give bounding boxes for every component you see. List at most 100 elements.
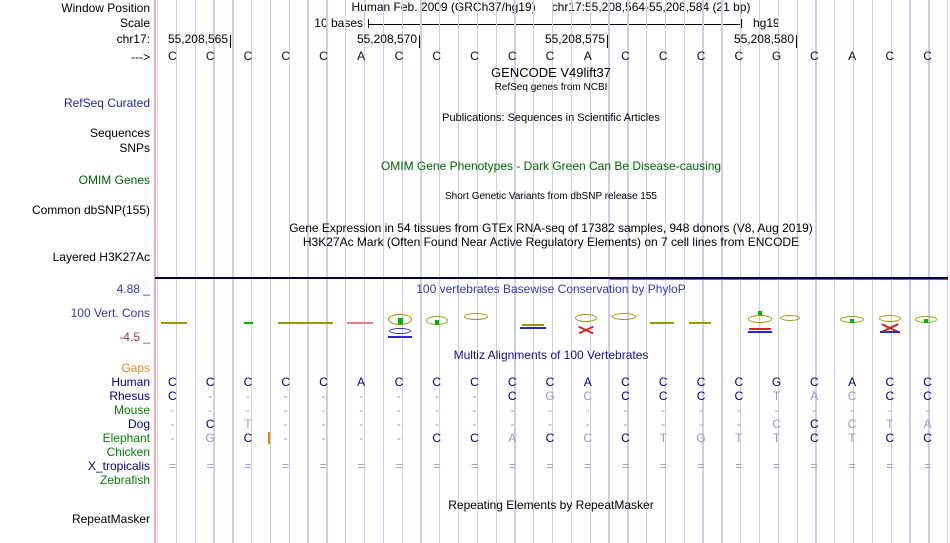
alignment-base: -: [623, 417, 628, 431]
track-title-omim-gene-phenotypes[interactable]: OMIM Gene Phenotypes - Dark Green Can Be…: [380, 159, 722, 173]
alignment-base: T: [848, 431, 856, 445]
phylop-glyph: [924, 319, 928, 323]
sequence-base: C: [470, 49, 479, 63]
sequence-base: C: [885, 49, 895, 63]
column-guideline: [251, 0, 253, 543]
alignment-base: C: [583, 431, 593, 445]
track-title-publications-sequences-in[interactable]: Publications: Sequences in Scientific Ar…: [442, 112, 660, 124]
track-label-layered-h3k27ac[interactable]: Layered H3K27Ac: [52, 250, 150, 264]
alignment-base: T: [886, 417, 894, 431]
species-label-gaps[interactable]: Gaps: [121, 361, 150, 375]
track-label-refseq-curated[interactable]: RefSeq Curated: [63, 96, 150, 110]
alignment-base: C: [583, 389, 593, 403]
alignment-base: -: [321, 403, 326, 417]
track-label-chr17-: chr17:: [116, 32, 150, 46]
alignment-base: C: [923, 431, 932, 445]
species-label-mouse[interactable]: Mouse: [113, 403, 150, 417]
column-guideline: [363, 0, 366, 543]
alignment-base: -: [359, 389, 364, 403]
alignment-base: -: [699, 403, 704, 417]
insertion-marker: [268, 432, 270, 444]
coordinate-label: 55,208,565: [167, 32, 228, 46]
track-title-h3k27ac-mark-often[interactable]: H3K27Ac Mark (Often Found Near Active Re…: [302, 235, 800, 249]
species-label-rhesus[interactable]: Rhesus: [109, 389, 150, 403]
species-label-chicken[interactable]: Chicken: [106, 445, 150, 459]
alignment-base: C: [772, 417, 781, 431]
alignment-base: C: [658, 375, 668, 389]
alignment-base: -: [472, 403, 477, 417]
sequence-base: C: [809, 49, 819, 63]
column-guideline: [909, 0, 911, 543]
coordinate-tick: [230, 35, 232, 48]
alignment-base: -: [850, 403, 855, 417]
alignment-base: G: [771, 375, 782, 389]
phylop-glyph: [689, 322, 711, 324]
track-title-repeating-elements-by[interactable]: Repeating Elements by RepeatMasker: [448, 498, 654, 512]
column-guideline: [928, 0, 930, 543]
column-guideline: [890, 0, 892, 543]
phylop-glyph: [520, 327, 546, 329]
alignment-base: -: [472, 417, 477, 431]
sequence-base: C: [168, 49, 177, 63]
alignment-base: =: [697, 459, 705, 473]
column-guideline: [947, 0, 949, 543]
alignment-base: -: [736, 417, 741, 431]
scale-ruler-right-cap: [741, 19, 743, 28]
sequence-base: C: [394, 49, 404, 63]
column-guideline: [307, 0, 309, 543]
species-label-dog[interactable]: Dog: [127, 417, 150, 431]
phylop-glyph: [388, 313, 412, 325]
track-title-multiz-alignments-of[interactable]: Multiz Alignments of 100 Vertebrates: [453, 348, 649, 362]
alignment-base: G: [545, 389, 555, 403]
alignment-base: =: [924, 459, 932, 473]
track-title-short-genetic-variants[interactable]: Short Genetic Variants from dbSNP releas…: [445, 191, 657, 202]
alignment-base: =: [848, 459, 856, 473]
alignment-base: -: [359, 403, 364, 417]
alignment-base: =: [546, 459, 554, 473]
coordinate-label: 55,208,580: [733, 32, 794, 46]
alignment-base: -: [359, 431, 364, 445]
alignment-base: C: [507, 389, 517, 403]
column-guideline: [552, 0, 554, 543]
alignment-base: C: [545, 431, 555, 445]
column-guideline: [589, 0, 591, 543]
track-title-100-vertebrates-basewise[interactable]: 100 vertebrates Basewise Conservation by…: [416, 282, 686, 296]
column-guideline: [457, 0, 460, 543]
species-label-x_tropicalis[interactable]: X_tropicalis: [87, 459, 150, 473]
track-label-100-vert-cons[interactable]: 100 Vert. Cons: [70, 306, 150, 320]
coordinate-tick: [796, 35, 798, 48]
alignment-base: =: [886, 459, 894, 473]
species-label-zebrafish[interactable]: Zebrafish: [99, 473, 150, 487]
alignment-base: C: [243, 375, 253, 389]
track-label-snps[interactable]: SNPs: [119, 141, 150, 155]
alignment-base: -: [925, 403, 930, 417]
alignment-base: -: [472, 389, 477, 403]
alignment-base: C: [168, 389, 177, 403]
column-guideline: [796, 0, 798, 543]
column-guideline: [420, 0, 422, 543]
alignment-base: C: [923, 389, 932, 403]
track-title-refseq-genes-from[interactable]: RefSeq genes from NCBI: [494, 82, 608, 93]
sequence-base: C: [432, 49, 442, 63]
phylop-glyph: [389, 328, 411, 334]
phylop-glyph: [388, 336, 412, 338]
alignment-base: C: [319, 375, 328, 389]
track-label-repeatmasker[interactable]: RepeatMasker: [71, 512, 150, 526]
track-label-common-dbsnp-155-[interactable]: Common dbSNP(155): [31, 203, 150, 217]
alignment-base: -: [887, 403, 892, 417]
track-label-scale: Scale: [119, 16, 150, 30]
alignment-base: C: [696, 389, 706, 403]
alignment-base: A: [848, 375, 857, 389]
alignment-base: -: [208, 389, 213, 403]
track-label-omim-genes[interactable]: OMIM Genes: [78, 173, 150, 187]
sequence-base: C: [319, 49, 328, 63]
track-title-gene-expression-in[interactable]: Gene Expression in 54 tissues from GTEx …: [289, 221, 813, 235]
track-title-gencode-v49lift37[interactable]: GENCODE V49lift37: [491, 65, 611, 80]
coordinate-label: 55,208,570: [356, 32, 417, 46]
sequence-base: A: [848, 49, 857, 63]
species-label-elephant[interactable]: Elephant: [102, 431, 150, 445]
species-label-human[interactable]: Human: [111, 375, 150, 389]
track-label-sequences[interactable]: Sequences: [89, 126, 150, 140]
alignment-base: T: [772, 431, 781, 445]
phylop-glyph: [243, 322, 253, 324]
